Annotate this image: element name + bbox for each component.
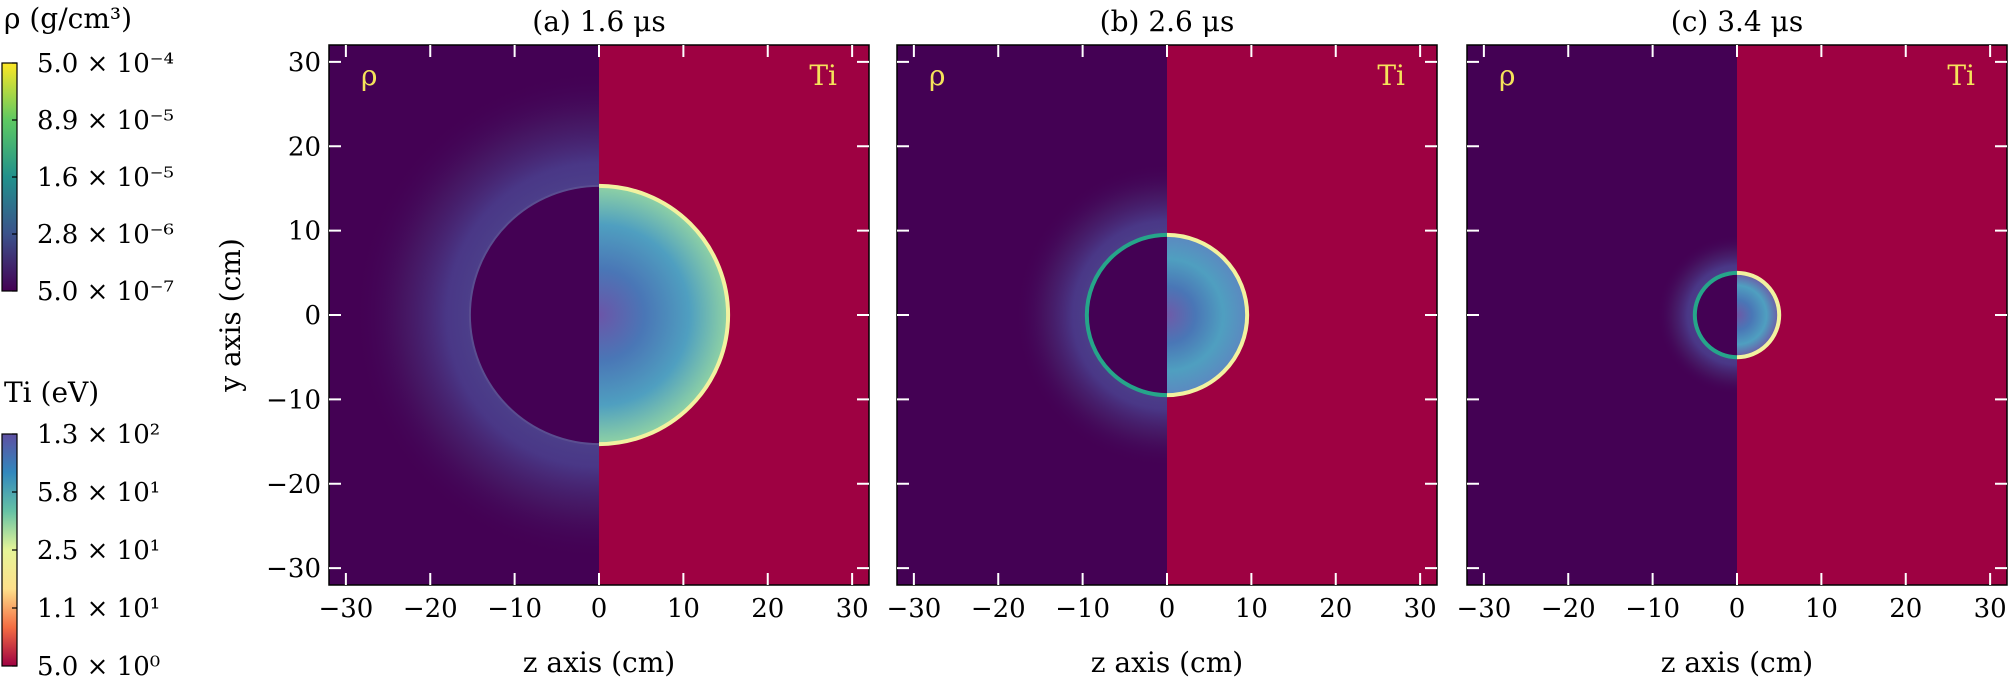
x-tick-label: 20 xyxy=(751,594,784,624)
y-tick-label: 10 xyxy=(288,217,321,247)
colorbar-tick-label: 5.0 × 10⁻⁴ xyxy=(37,49,174,79)
x-tick-label: −10 xyxy=(1625,594,1680,624)
x-tick-label: −30 xyxy=(886,594,941,624)
colorbar-tick-label: 1.6 × 10⁻⁵ xyxy=(37,163,174,193)
y-tick-label: −10 xyxy=(266,385,321,415)
colorbar-tick-label: 8.9 × 10⁻⁵ xyxy=(37,106,174,136)
ti-background xyxy=(1737,45,2007,585)
x-axis-label: z axis (cm) xyxy=(1661,646,1813,678)
x-axis-label: z axis (cm) xyxy=(1091,646,1243,678)
x-tick-label: −30 xyxy=(318,594,373,624)
ti-label: Ti xyxy=(809,59,837,92)
ti-half xyxy=(1737,45,2007,585)
ti-half xyxy=(1167,45,1437,585)
x-tick-label: 10 xyxy=(1805,594,1838,624)
rho-front xyxy=(1692,270,1737,360)
ti-half xyxy=(599,45,869,585)
x-tick-label: −20 xyxy=(971,594,1026,624)
x-tick-label: 30 xyxy=(836,594,869,624)
x-tick-label: 20 xyxy=(1889,594,1922,624)
colorbar-tick-label: 2.5 × 10¹ xyxy=(37,536,160,566)
x-tick-label: −10 xyxy=(1055,594,1110,624)
x-tick-label: 10 xyxy=(1235,594,1268,624)
ti-front xyxy=(1167,232,1250,398)
rho-label: ρ xyxy=(929,59,945,92)
rho-label: ρ xyxy=(1499,59,1515,92)
y-tick-label: 30 xyxy=(288,48,321,78)
rho-front xyxy=(1084,232,1167,398)
x-axis-label: z axis (cm) xyxy=(523,646,675,678)
colorbar-2: Ti (eV) 1.3 × 10² 5.8 × 10¹ 2.5 × 10¹ 1.1 × … xyxy=(1,376,160,678)
colorbar-1: ρ (g/cm³) 5.0 × 10⁻⁴ 8.9 × 10⁻⁵ 1.6 × 10⁻⁵ 2… xyxy=(1,2,174,307)
ti-front xyxy=(599,183,731,447)
x-tick-label: −20 xyxy=(1541,594,1596,624)
x-tick-label: −20 xyxy=(403,594,458,624)
x-tick-label: 30 xyxy=(1404,594,1437,624)
rho-label: ρ xyxy=(361,59,377,92)
panel-title: (b) 2.6 μs xyxy=(1100,5,1235,38)
colorbar-title: ρ (g/cm³) xyxy=(4,2,132,35)
rho-half xyxy=(1467,45,1737,585)
x-tick-label: 30 xyxy=(1974,594,2007,624)
panel-title: (a) 1.6 μs xyxy=(532,5,665,38)
x-tick-label: 0 xyxy=(591,594,608,624)
colorbars: ρ (g/cm³) 5.0 × 10⁻⁴ 8.9 × 10⁻⁵ 1.6 × 10⁻⁵ 2… xyxy=(1,2,174,678)
ti-label: Ti xyxy=(1947,59,1975,92)
x-tick-label: −10 xyxy=(487,594,542,624)
y-tick-label: −30 xyxy=(266,554,321,584)
panel-3: −30 −20 −10 0 10 20 30 (c) 3.4 μs ρ Ti z axis (cm) xyxy=(1456,5,2008,678)
rho-cavity xyxy=(469,185,599,445)
y-tick-label: 20 xyxy=(288,132,321,162)
ti-label: Ti xyxy=(1377,59,1405,92)
y-tick-label: −20 xyxy=(266,470,321,500)
x-tick-label: 0 xyxy=(1159,594,1176,624)
x-tick-label: 20 xyxy=(1319,594,1352,624)
rho-cavity xyxy=(1694,272,1737,358)
x-tick-label: 10 xyxy=(667,594,700,624)
colorbar-tick-label: 2.8 × 10⁻⁶ xyxy=(37,220,174,250)
x-tick-label: −30 xyxy=(1456,594,1511,624)
rho-half xyxy=(897,45,1167,585)
ti-front xyxy=(1737,270,1782,360)
colorbar-tick-label: 5.0 × 10⁰ xyxy=(37,652,160,678)
y-tick-label: 0 xyxy=(304,301,321,331)
y-axis-label: y axis (cm) xyxy=(214,238,247,393)
panel-1: −30 −20 −10 0 10 20 30 −30 −20 −10 0 10 20 30 (a) 1.6 … xyxy=(266,5,870,678)
panel-2: −30 −20 −10 0 10 20 30 (b) 2.6 μs ρ Ti z axis (cm) xyxy=(886,5,1438,678)
colorbar-title: Ti (eV) xyxy=(4,376,99,409)
x-tick-label: 0 xyxy=(1729,594,1746,624)
colorbar-tick-label: 1.1 × 10¹ xyxy=(37,594,160,624)
colorbar-tick-label: 5.8 × 10¹ xyxy=(37,478,160,508)
rho-half xyxy=(329,45,599,585)
panels: −30 −20 −10 0 10 20 30 −30 −20 −10 0 10 20 30 (a) 1.6 … xyxy=(214,5,2008,678)
colorbar-tick-label: 1.3 × 10² xyxy=(37,420,160,450)
colorbar-tick-label: 5.0 × 10⁻⁷ xyxy=(37,277,174,307)
rho-front xyxy=(468,184,599,446)
rho-cavity xyxy=(1086,234,1167,396)
panel-title: (c) 3.4 μs xyxy=(1671,5,1803,38)
